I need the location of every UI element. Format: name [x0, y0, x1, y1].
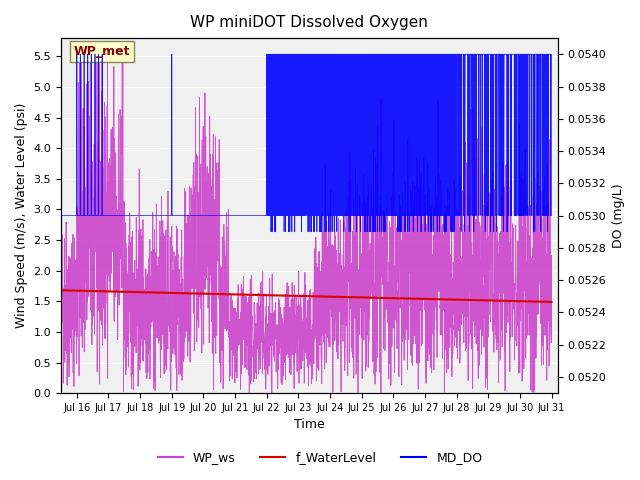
Legend: WP_ws, f_WaterLevel, MD_DO: WP_ws, f_WaterLevel, MD_DO	[152, 446, 488, 469]
X-axis label: Time: Time	[294, 419, 325, 432]
Y-axis label: DO (mg/L): DO (mg/L)	[612, 183, 625, 248]
Title: WP miniDOT Dissolved Oxygen: WP miniDOT Dissolved Oxygen	[191, 15, 428, 30]
Text: WP_met: WP_met	[74, 45, 130, 58]
Y-axis label: Wind Speed (m/s), Water Level (psi): Wind Speed (m/s), Water Level (psi)	[15, 103, 28, 328]
